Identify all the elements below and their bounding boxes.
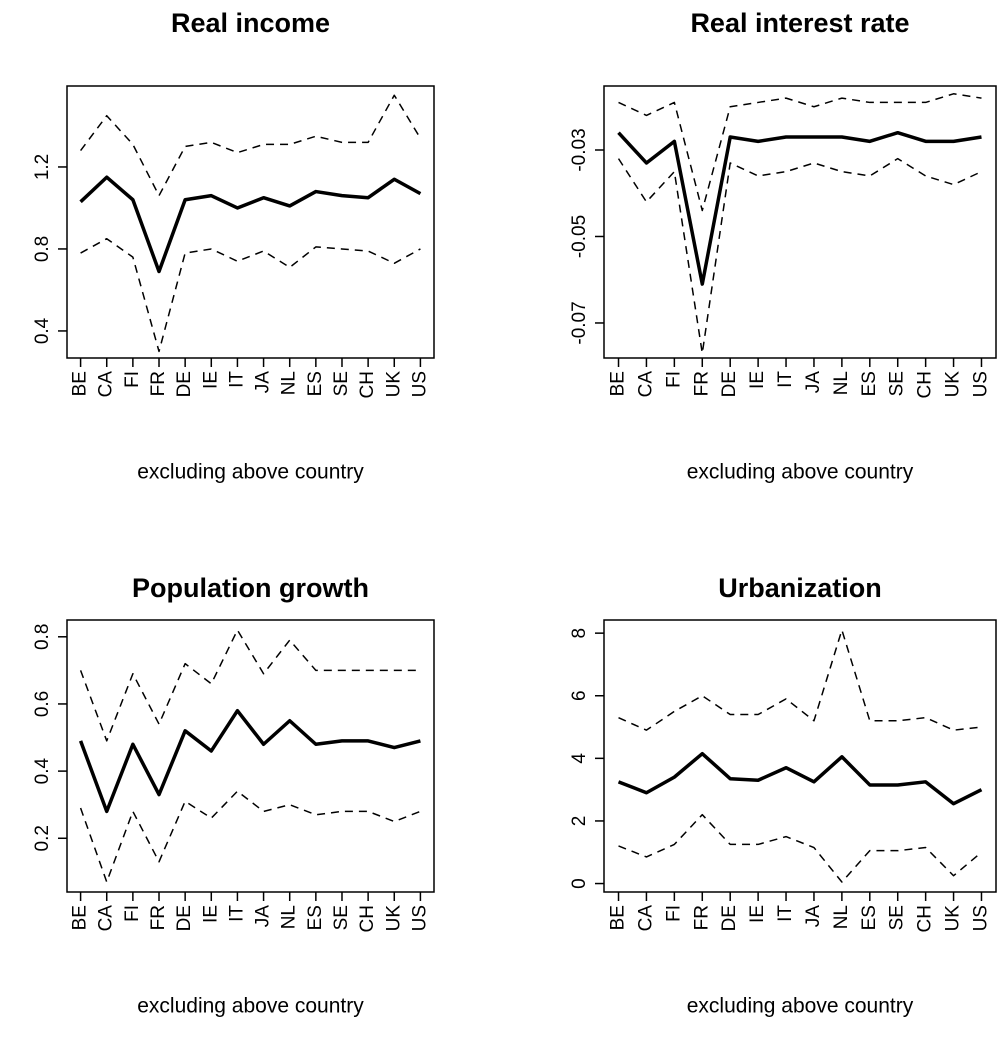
x-tick-label: SE bbox=[331, 371, 352, 396]
y-tick-label: 6 bbox=[569, 690, 590, 701]
bound-line bbox=[618, 93, 982, 212]
x-tick-label: SE bbox=[887, 905, 908, 930]
bound-line bbox=[618, 629, 982, 731]
x-tick-label: IE bbox=[200, 371, 221, 389]
x-tick-label: JA bbox=[253, 371, 274, 394]
y-tick-label: 0.4 bbox=[32, 317, 53, 344]
x-tick-label: CA bbox=[635, 905, 656, 932]
x-tick-label: JA bbox=[803, 905, 824, 928]
x-tick-label: IE bbox=[747, 371, 768, 389]
bound-line bbox=[79, 629, 421, 742]
x-tick-label: FR bbox=[691, 905, 712, 930]
plot-frame bbox=[603, 85, 997, 359]
y-tick-label: 2 bbox=[569, 816, 590, 827]
x-tick-label: BE bbox=[608, 371, 629, 396]
y-tick-label: 0.4 bbox=[32, 757, 53, 784]
x-tick-label: UK bbox=[943, 371, 964, 398]
x-tick-label: DE bbox=[719, 371, 740, 397]
x-tick-label: US bbox=[409, 371, 430, 397]
x-tick-label: FR bbox=[148, 905, 169, 930]
panel-title: Real income bbox=[171, 8, 330, 38]
x-tick-label: NL bbox=[831, 371, 852, 395]
y-tick-label: -0.05 bbox=[569, 215, 590, 258]
x-axis-label: excluding above country bbox=[687, 461, 914, 484]
x-tick-label: BE bbox=[70, 371, 91, 396]
x-tick-label: CA bbox=[96, 905, 117, 932]
x-tick-label: FR bbox=[691, 371, 712, 396]
x-tick-label: UK bbox=[943, 905, 964, 932]
x-tick-label: UK bbox=[383, 371, 404, 398]
bound-line bbox=[79, 94, 422, 197]
x-tick-label: CH bbox=[357, 371, 378, 398]
x-tick-label: JA bbox=[803, 371, 824, 394]
plot-frame bbox=[66, 619, 435, 893]
x-tick-label: ES bbox=[859, 371, 880, 396]
plot-frame bbox=[66, 85, 435, 359]
estimate-line bbox=[79, 175, 422, 274]
estimate-line bbox=[78, 708, 421, 814]
y-tick-label: 0.8 bbox=[32, 236, 53, 262]
bound-line bbox=[80, 237, 421, 353]
x-tick-label: FI bbox=[122, 371, 143, 388]
x-tick-label: UK bbox=[383, 905, 404, 932]
x-tick-label: CH bbox=[357, 905, 378, 932]
x-axis-label: excluding above country bbox=[687, 995, 914, 1018]
x-tick-label: FR bbox=[148, 371, 169, 396]
estimate-line bbox=[617, 751, 983, 806]
bound-line bbox=[618, 813, 982, 883]
x-tick-label: ES bbox=[859, 905, 880, 930]
y-tick-label: -0.03 bbox=[569, 128, 590, 171]
bound-line bbox=[79, 790, 421, 883]
x-axis-label: excluding above country bbox=[137, 995, 364, 1018]
x-axis-label: excluding above country bbox=[137, 461, 364, 484]
x-tick-label: DE bbox=[174, 371, 195, 397]
x-tick-label: DE bbox=[719, 905, 740, 931]
x-tick-label: CA bbox=[635, 371, 656, 398]
x-tick-label: ES bbox=[305, 371, 326, 396]
estimate-line bbox=[617, 130, 982, 286]
x-tick-label: US bbox=[970, 905, 991, 931]
x-tick-label: SE bbox=[331, 905, 352, 930]
x-tick-label: CA bbox=[96, 371, 117, 398]
y-tick-label: -0.07 bbox=[569, 301, 590, 344]
panel-title: Urbanization bbox=[718, 573, 882, 603]
x-tick-label: DE bbox=[174, 905, 195, 931]
plot-frame bbox=[603, 619, 997, 893]
x-tick-label: IT bbox=[775, 371, 796, 388]
x-tick-label: US bbox=[970, 371, 991, 397]
x-tick-label: NL bbox=[279, 905, 300, 929]
x-tick-label: IE bbox=[200, 905, 221, 923]
y-tick-label: 0.6 bbox=[32, 691, 53, 717]
x-tick-label: FI bbox=[663, 371, 684, 388]
x-tick-label: FI bbox=[122, 905, 143, 922]
y-tick-label: 0.2 bbox=[32, 825, 53, 851]
x-tick-label: BE bbox=[608, 905, 629, 930]
x-tick-label: NL bbox=[279, 371, 300, 395]
x-tick-label: CH bbox=[915, 371, 936, 398]
bound-line bbox=[617, 157, 982, 354]
y-tick-label: 0 bbox=[569, 878, 590, 889]
x-tick-label: BE bbox=[70, 905, 91, 930]
x-tick-label: IT bbox=[775, 905, 796, 922]
x-tick-label: FI bbox=[663, 905, 684, 922]
x-tick-label: US bbox=[409, 905, 430, 931]
x-tick-label: CH bbox=[915, 905, 936, 932]
x-tick-label: SE bbox=[887, 371, 908, 396]
panel-title: Population growth bbox=[132, 573, 369, 603]
y-tick-label: 4 bbox=[569, 753, 590, 764]
y-tick-label: 8 bbox=[569, 628, 590, 639]
panel-title: Real interest rate bbox=[690, 8, 909, 38]
x-tick-label: IT bbox=[226, 905, 247, 922]
x-tick-label: NL bbox=[831, 905, 852, 929]
y-tick-label: 1.2 bbox=[32, 154, 53, 180]
x-tick-label: IE bbox=[747, 905, 768, 923]
x-tick-label: JA bbox=[253, 905, 274, 928]
x-tick-label: ES bbox=[305, 905, 326, 930]
x-tick-label: IT bbox=[226, 371, 247, 388]
y-tick-label: 0.8 bbox=[32, 624, 53, 650]
